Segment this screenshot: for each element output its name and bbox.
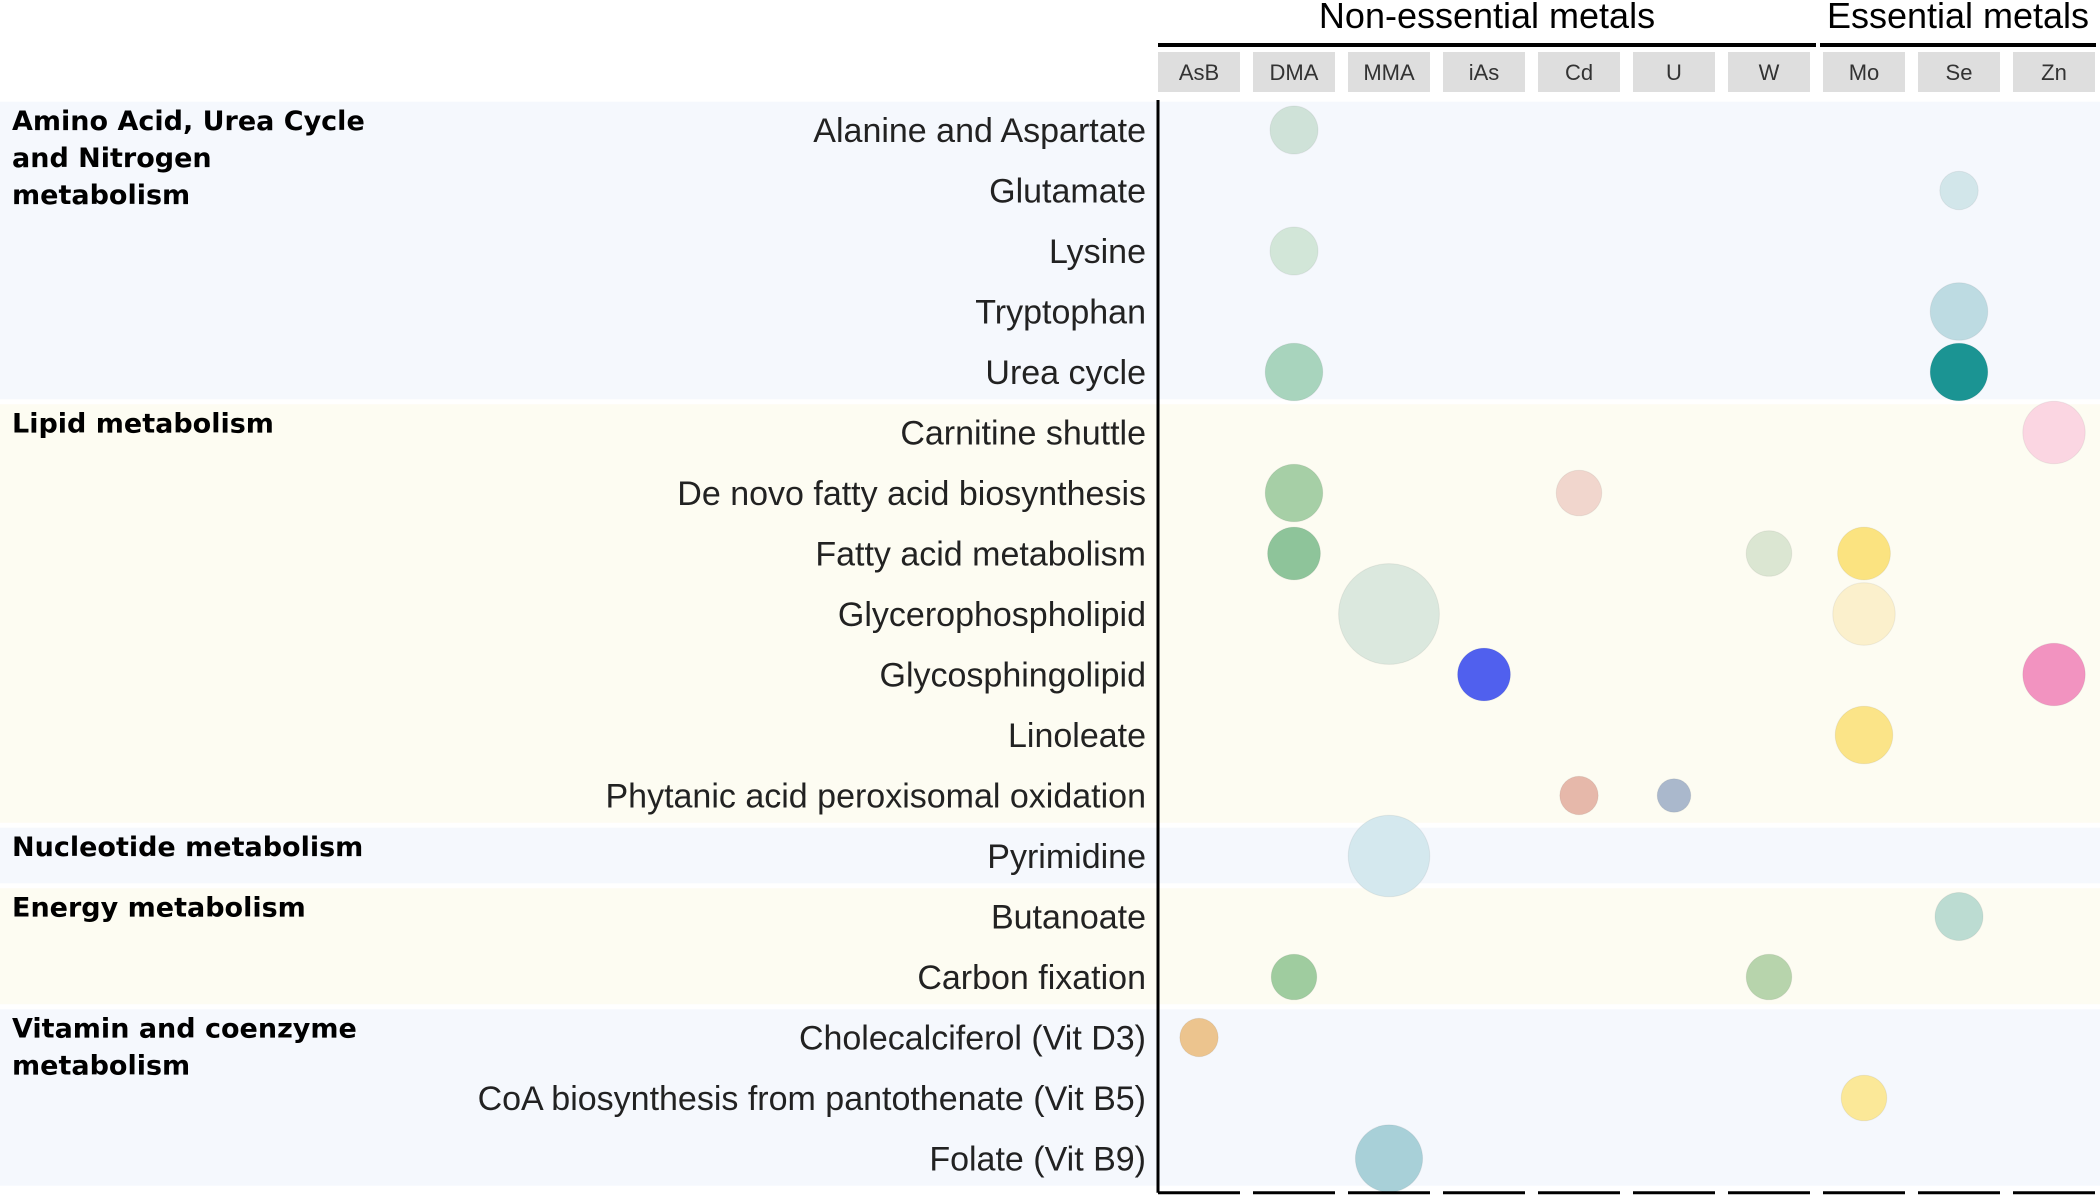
column-label-u: U (1666, 60, 1682, 85)
column-label-w: W (1759, 60, 1780, 85)
column-label-dma: DMA (1270, 60, 1319, 85)
pathway-label-butanoate: Butanoate (991, 899, 1146, 937)
bubble-carbon-fixation-w (1745, 953, 1793, 1001)
column-header-cell-dma (1253, 52, 1335, 92)
category-label-lipid-metabolism: Lipid metabolism (12, 408, 274, 439)
bubble-de-novo-fatty-acid-biosynthesis-dma (1264, 463, 1324, 523)
pathway-label-carnitine-shuttle: Carnitine shuttle (900, 415, 1146, 453)
category-label-vitamin-and-coenzyme-metabolism: Vitamin and coenzyme metabolism (12, 1013, 357, 1081)
column-header-cell-mma (1348, 52, 1430, 92)
group-label-essential-metals: Essential metals (1827, 0, 2089, 36)
bubble-glycosphingolipid-zn (2022, 642, 2086, 707)
bubble-urea-cycle-dma (1264, 342, 1324, 402)
pathway-label-de-novo-fatty-acid-biosynthesis: De novo fatty acid biosynthesis (677, 475, 1146, 513)
axis-lines (1156, 100, 2095, 1195)
column-label-asb: AsB (1179, 60, 1219, 85)
bubble-fatty-acid-metabolism-mo (1837, 526, 1891, 581)
bubble-coa-biosynthesis-from-pantothenate-vit-b5-mo (1840, 1074, 1888, 1122)
column-header: Non-essential metals Essential metals AsB D… (1158, 0, 2096, 92)
pathway-label-lysine: Lysine (1049, 233, 1146, 271)
bubble-fatty-acid-metabolism-dma (1267, 526, 1321, 581)
pathway-label-glycosphingolipid: Glycosphingolipid (880, 657, 1147, 695)
column-label-se: Se (1946, 60, 1973, 85)
bubble-alanine-and-aspartate-dma (1269, 105, 1319, 155)
bubble-phytanic-acid-peroxisomal-oxidation-cd (1559, 775, 1599, 816)
pathway-label-folate-vit-b9: Folate (Vit B9) (929, 1141, 1146, 1179)
pathway-label-pyrimidine: Pyrimidine (987, 838, 1146, 876)
category-band-vitamin-and-coenzyme-metabolism (0, 1009, 2100, 1186)
bubble-urea-cycle-se (1929, 342, 1989, 402)
bubble-phytanic-acid-peroxisomal-oxidation-u (1656, 778, 1692, 813)
category-label-nucleotide-metabolism: Nucleotide metabolism (12, 832, 363, 863)
group-label-non-essential-metals: Non-essential metals (1319, 0, 1655, 36)
column-label-mma: MMA (1363, 60, 1415, 85)
bubble-marks (1179, 105, 2086, 1193)
pathway-label-carbon-fixation: Carbon fixation (917, 959, 1146, 997)
category-labels: Amino Acid, Urea Cycle and Nitrogen metabo… (12, 106, 365, 1082)
column-label-mo: Mo (1849, 60, 1880, 85)
column-header-cell-mo (1823, 52, 1905, 92)
pathway-label-fatty-acid-metabolism: Fatty acid metabolism (815, 536, 1146, 574)
bubble-carnitine-shuttle-zn (2022, 400, 2086, 465)
bubble-glycerophospholipid-mma (1338, 563, 1440, 665)
bubble-folate-vit-b9-mma (1354, 1124, 1424, 1193)
pathway-label-tryptophan: Tryptophan (975, 294, 1146, 332)
bubble-linoleate-mo (1834, 705, 1894, 765)
category-band-lipid-metabolism (0, 404, 2100, 823)
bubble-cholecalciferol-vit-d3-asb (1179, 1017, 1219, 1058)
column-header-cell-w (1728, 52, 1810, 92)
pathway-label-linoleate: Linoleate (1008, 717, 1146, 755)
column-header-cell-ias (1443, 52, 1525, 92)
bubble-lysine-dma (1269, 226, 1319, 276)
column-label-ias: iAs (1469, 60, 1500, 85)
column-header-cell-zn (2013, 52, 2095, 92)
pathway-label-coa-biosynthesis-from-pantothenate-vit-b5: CoA biosynthesis from pantothenate (Vit … (478, 1080, 1146, 1118)
bubble-tryptophan-se (1929, 282, 1989, 341)
bubble-glycerophospholipid-mo (1832, 582, 1896, 646)
pathway-label-cholecalciferol-vit-d3: Cholecalciferol (Vit D3) (799, 1020, 1146, 1058)
column-label-zn: Zn (2041, 60, 2067, 85)
bubble-glycosphingolipid-ias (1457, 647, 1511, 702)
pathway-label-phytanic-acid-peroxisomal-oxidation: Phytanic acid peroxisomal oxidation (605, 778, 1146, 816)
pathway-label-urea-cycle: Urea cycle (985, 354, 1146, 392)
column-header-cell-asb (1158, 52, 1240, 92)
bubble-fatty-acid-metabolism-w (1745, 530, 1793, 577)
column-header-cell-se (1918, 52, 2000, 92)
bubble-carbon-fixation-dma (1270, 953, 1318, 1001)
category-band-nucleotide-metabolism (0, 827, 2100, 884)
category-bands (0, 101, 2100, 1186)
category-label-amino-acid-urea-cycle-and-nitrogen-metabolism: Amino Acid, Urea Cycle and Nitrogen metabo… (12, 106, 365, 211)
pathway-label-glutamate: Glutamate (989, 173, 1146, 211)
category-label-energy-metabolism: Energy metabolism (12, 892, 306, 923)
pathway-label-alanine-and-aspartate: Alanine and Aspartate (813, 112, 1146, 150)
column-header-cell-cd (1538, 52, 1620, 92)
bubble-pyrimidine-mma (1347, 814, 1431, 898)
bubble-glutamate-se (1939, 170, 1979, 211)
pathway-label-glycerophospholipid: Glycerophospholipid (838, 596, 1146, 634)
category-band-amino-acid-urea-cycle-and-nitrogen-metabolism (0, 101, 2100, 400)
column-header-cell-u (1633, 52, 1715, 92)
pathway-labels: Alanine and Aspartate Glutamate Lysine Tryp… (478, 112, 1146, 1179)
bubble-butanoate-se (1934, 892, 1984, 941)
bubble-de-novo-fatty-acid-biosynthesis-cd (1555, 469, 1603, 517)
column-label-cd: Cd (1565, 60, 1593, 85)
